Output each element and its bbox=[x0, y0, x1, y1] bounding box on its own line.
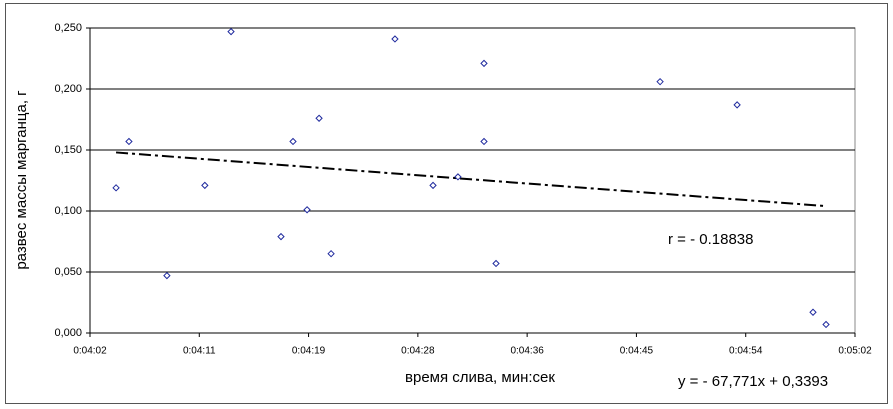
point bbox=[454, 173, 462, 181]
annotation: r = - 0.18838 bbox=[668, 231, 753, 248]
x-tick-label: 0:04:02 bbox=[73, 346, 107, 357]
point bbox=[822, 320, 830, 329]
x-tick-label: 0:05:02 bbox=[838, 346, 872, 357]
trendline bbox=[115, 151, 827, 208]
point bbox=[163, 271, 171, 280]
y-tick-label: 0,200 bbox=[54, 83, 82, 95]
x-tick-label: 0:04:36 bbox=[510, 346, 544, 357]
x-tick-label: 0:04:45 bbox=[620, 346, 654, 357]
y-tick-label: 0,050 bbox=[54, 266, 82, 278]
point bbox=[809, 308, 817, 316]
point bbox=[125, 137, 133, 146]
y-tick-label: 0,250 bbox=[54, 22, 82, 34]
point bbox=[277, 232, 285, 241]
x-axis-label: время слива, мин:сек bbox=[405, 369, 555, 386]
point bbox=[227, 27, 235, 36]
point bbox=[327, 249, 335, 258]
x-tick-label: 0:04:19 bbox=[292, 346, 326, 357]
point bbox=[201, 181, 209, 190]
x-tick-label: 0:04:54 bbox=[729, 346, 763, 357]
x-tick-label: 0:04:28 bbox=[401, 346, 435, 357]
point bbox=[289, 137, 297, 146]
x-tick-label: 0:04:11 bbox=[183, 346, 216, 357]
annotation: y = - 67,771x + 0,3393 bbox=[678, 373, 828, 390]
point bbox=[656, 77, 664, 86]
point bbox=[480, 137, 488, 146]
point bbox=[112, 184, 120, 192]
y-tick-label: 0,100 bbox=[54, 205, 82, 217]
plot-area bbox=[89, 27, 856, 334]
point bbox=[391, 35, 399, 43]
point bbox=[429, 181, 437, 190]
point bbox=[303, 206, 311, 214]
point bbox=[492, 259, 500, 268]
y-tick-label: 0,150 bbox=[54, 144, 82, 156]
point bbox=[315, 114, 323, 122]
y-tick-label: 0,000 bbox=[54, 327, 82, 339]
point bbox=[480, 59, 488, 68]
point bbox=[733, 101, 741, 109]
y-axis-label: развес массы марганца, г bbox=[13, 90, 30, 270]
